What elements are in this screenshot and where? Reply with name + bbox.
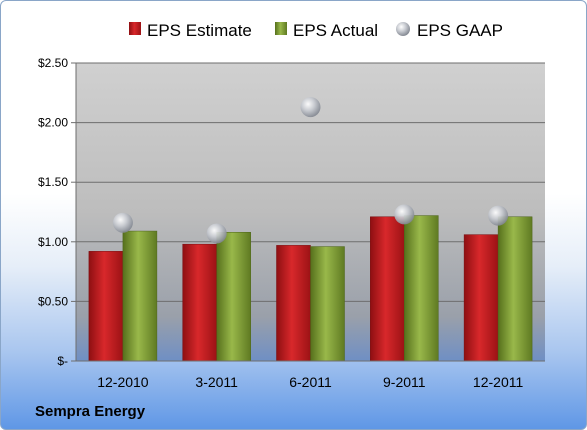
- bar-eps-estimate: [182, 243, 217, 362]
- point-eps-gaap: [394, 204, 415, 225]
- bar-eps-estimate: [276, 245, 311, 362]
- legend-label-eps-actual: EPS Actual: [293, 21, 378, 40]
- bar-eps-estimate: [88, 251, 124, 362]
- point-eps-gaap: [488, 205, 509, 226]
- bar-eps-estimate: [463, 234, 499, 362]
- y-tick-label: $1.00: [38, 235, 68, 249]
- y-tick-label: $1.50: [38, 175, 68, 189]
- gaap-points: [112, 97, 509, 244]
- legend: EPS Estimate EPS Actual EPS GAAP: [129, 21, 503, 40]
- y-axis: $- $0.50 $1.00 $1.50 $2.00 $2.50: [38, 56, 77, 368]
- x-tick-label: 3-2011: [195, 374, 238, 390]
- x-tick-label: 12-2010: [97, 374, 149, 390]
- x-axis: 12-2010 3-2011 6-2011 9-2011 12-2011: [76, 360, 545, 390]
- x-tick-label: 9-2011: [383, 374, 426, 390]
- legend-swatch-eps-estimate: [129, 22, 141, 35]
- legend-marker-eps-gaap: [396, 22, 410, 36]
- company-name: Sempra Energy: [35, 403, 146, 420]
- bar-eps-actual: [122, 230, 158, 362]
- legend-label-eps-gaap: EPS GAAP: [417, 21, 503, 40]
- y-tick-label: $-: [57, 354, 68, 368]
- point-eps-gaap: [206, 223, 227, 244]
- bar-eps-actual: [310, 246, 345, 362]
- y-tick-label: $2.00: [38, 116, 68, 130]
- bar-eps-actual: [497, 216, 533, 362]
- x-tick-label: 6-2011: [289, 374, 332, 390]
- bar-eps-actual: [404, 215, 439, 362]
- y-tick-label: $2.50: [38, 56, 68, 70]
- legend-swatch-eps-actual: [275, 22, 287, 35]
- point-eps-gaap: [300, 97, 321, 118]
- y-tick-label: $0.50: [38, 294, 68, 308]
- bar-eps-actual: [216, 232, 251, 362]
- bar-eps-estimate: [370, 216, 405, 362]
- point-eps-gaap: [112, 212, 133, 233]
- x-tick-label: 12-2011: [473, 374, 524, 390]
- bars: [88, 215, 533, 362]
- legend-label-eps-estimate: EPS Estimate: [147, 21, 252, 40]
